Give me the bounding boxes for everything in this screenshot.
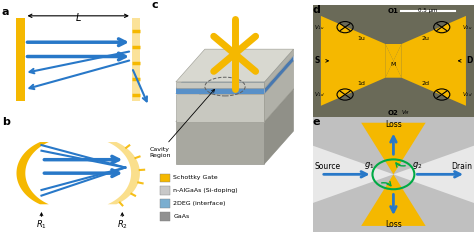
Text: GaAs: GaAs (173, 214, 190, 219)
Circle shape (232, 50, 237, 57)
Bar (160, 199, 170, 208)
Text: 1u: 1u (357, 36, 365, 41)
Polygon shape (393, 106, 466, 117)
Polygon shape (264, 49, 293, 88)
Polygon shape (264, 56, 293, 94)
Text: Schottky Gate: Schottky Gate (173, 175, 218, 180)
Text: d: d (313, 5, 321, 15)
Text: O1: O1 (388, 8, 399, 14)
Text: S: S (314, 56, 320, 65)
Polygon shape (176, 94, 264, 122)
Text: $L$: $L$ (75, 11, 82, 23)
Bar (160, 186, 170, 195)
Text: Cavity
Region: Cavity Region (149, 89, 215, 157)
Text: $g_2$: $g_2$ (412, 160, 423, 171)
Polygon shape (393, 44, 401, 78)
Polygon shape (401, 16, 466, 106)
Bar (17, 18, 25, 100)
Bar (132, 18, 140, 100)
Polygon shape (176, 89, 293, 122)
Polygon shape (385, 44, 393, 78)
Polygon shape (321, 16, 385, 106)
Polygon shape (321, 106, 393, 117)
Text: $R_1$: $R_1$ (36, 219, 47, 231)
Polygon shape (176, 61, 293, 94)
Text: $V_{1u}$: $V_{1u}$ (314, 23, 325, 32)
Text: Loss: Loss (385, 220, 402, 229)
Polygon shape (361, 174, 426, 226)
Text: 2DEG (interface): 2DEG (interface) (173, 201, 226, 206)
Polygon shape (313, 146, 393, 203)
Polygon shape (393, 5, 466, 16)
Polygon shape (385, 61, 401, 78)
Text: 0.5 μm: 0.5 μm (419, 8, 438, 13)
Polygon shape (176, 122, 264, 164)
Text: O2: O2 (388, 110, 399, 116)
Text: D: D (466, 56, 473, 65)
Polygon shape (385, 44, 401, 61)
Text: 1d: 1d (357, 81, 365, 86)
Text: 2u: 2u (422, 36, 429, 41)
Text: Drain: Drain (451, 162, 473, 171)
Polygon shape (17, 142, 49, 204)
Text: a: a (2, 7, 9, 17)
Text: $V_{2d}$: $V_{2d}$ (462, 90, 473, 99)
Bar (160, 174, 170, 182)
Text: M: M (391, 62, 396, 67)
Text: b: b (2, 117, 9, 127)
Text: $V_{2u}$: $V_{2u}$ (462, 23, 473, 32)
Polygon shape (176, 56, 293, 88)
Polygon shape (321, 5, 393, 16)
Text: $R_2$: $R_2$ (117, 219, 128, 231)
Polygon shape (176, 82, 264, 88)
Polygon shape (176, 88, 264, 94)
Bar (160, 212, 170, 221)
Polygon shape (108, 142, 140, 204)
Polygon shape (264, 61, 293, 122)
Text: $g_1$: $g_1$ (364, 160, 374, 171)
Text: c: c (152, 0, 158, 10)
Text: $V_{1d}$: $V_{1d}$ (314, 90, 325, 99)
Text: n-AlGaAs (Si-doping): n-AlGaAs (Si-doping) (173, 188, 238, 193)
Polygon shape (361, 123, 426, 174)
Text: $V_M$: $V_M$ (401, 108, 410, 117)
Polygon shape (264, 89, 293, 164)
Text: Loss: Loss (385, 121, 402, 129)
Polygon shape (176, 49, 293, 82)
Text: e: e (313, 117, 320, 127)
Text: 2d: 2d (422, 81, 429, 86)
Text: Source: Source (314, 162, 341, 171)
Polygon shape (393, 146, 474, 203)
